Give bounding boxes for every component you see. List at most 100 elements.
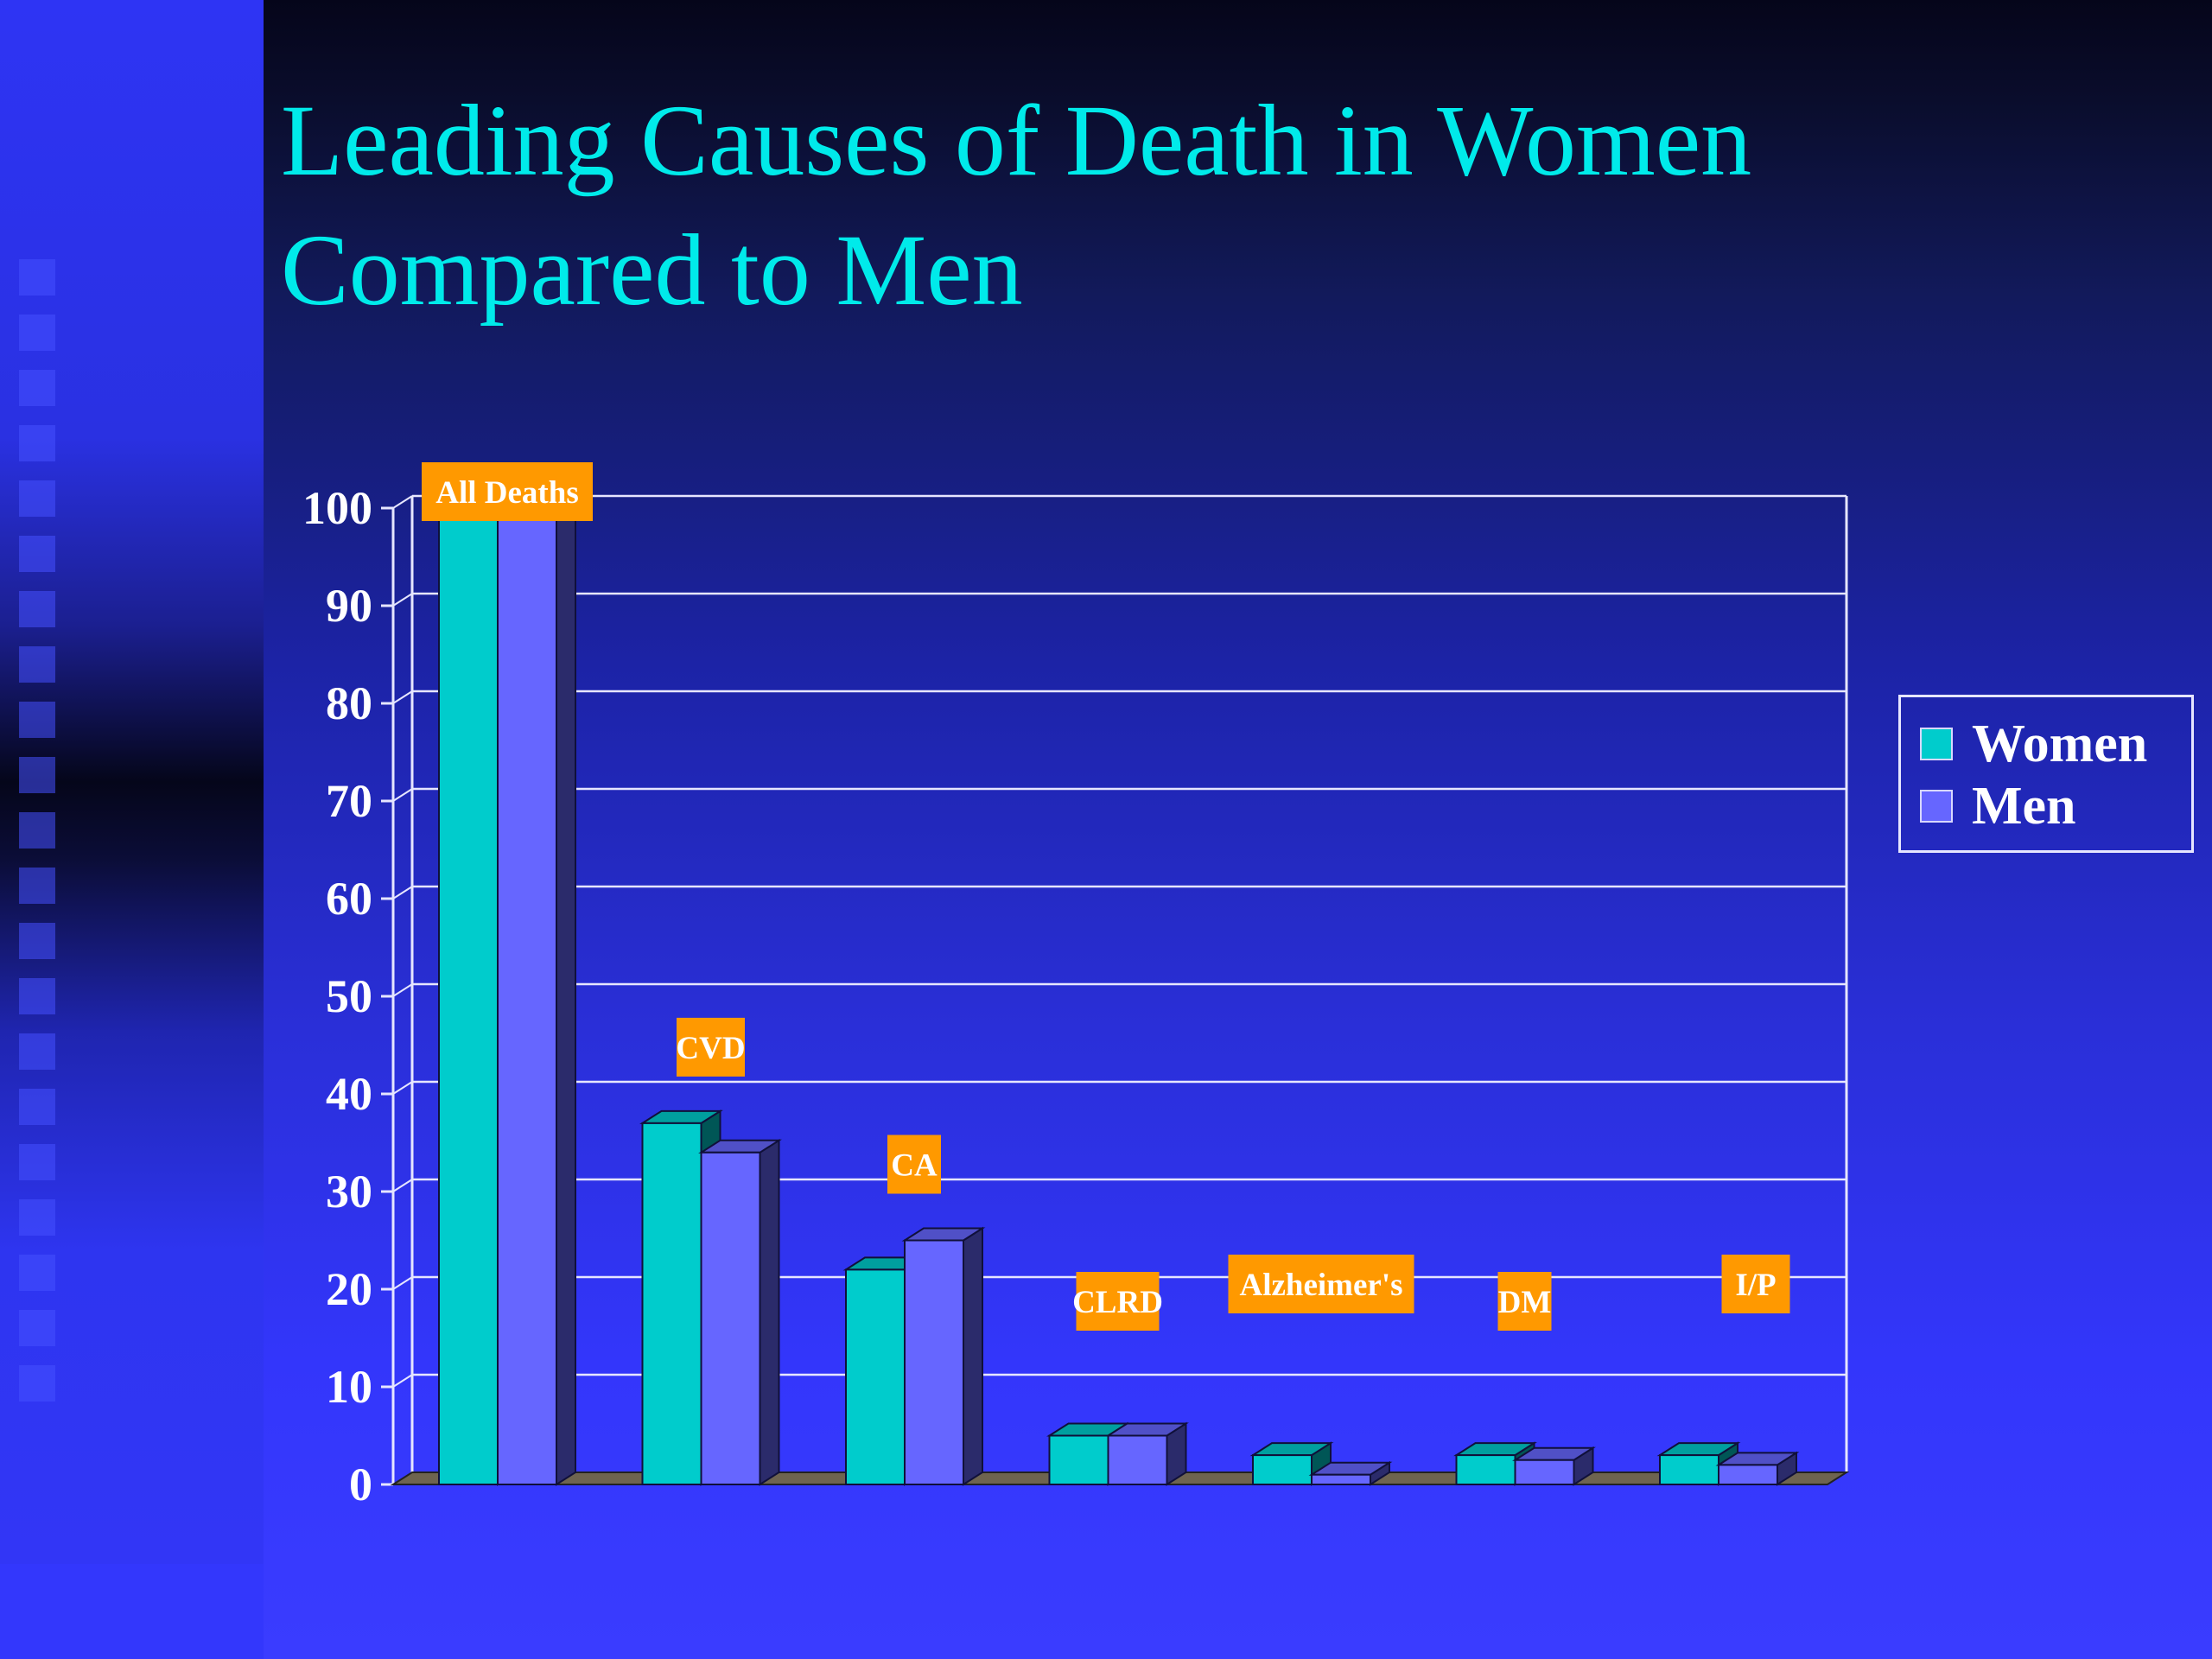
decorative-square [19,480,55,517]
decorative-square [19,536,55,572]
decorative-square [19,868,55,904]
y-tick-label: 50 [326,970,372,1022]
category-label-text: CA [891,1148,938,1184]
chart-bars [435,494,1800,1486]
bar-men-clrd [1105,1421,1189,1486]
category-label-clrd: CLRD [1072,1272,1163,1331]
category-label-all-deaths: All Deaths [422,462,593,521]
bar-men-i-p [1715,1451,1800,1486]
bar-front-face [438,507,499,1485]
y-tick-label: 90 [326,580,372,632]
gridline-side [392,1276,413,1290]
gridline-side [392,593,413,607]
bar-front-face [641,1122,702,1486]
category-label-box [1228,1255,1414,1313]
category-label-box [422,462,593,521]
legend-swatch-men [1920,790,1953,823]
bar-men-ca [901,1226,986,1486]
category-label-box [887,1135,941,1194]
legend-item-men: Men [1920,777,2076,836]
legend-label-men: Men [1972,777,2076,836]
legend-label-women: Women [1972,715,2148,773]
decorative-square [19,259,55,296]
decorative-square [19,425,55,461]
gridline-side [392,1081,413,1095]
gridline-side [392,788,413,802]
bar-side-face [963,1226,983,1486]
bar-front-face [1455,1454,1516,1485]
bar-men-dm [1512,1446,1596,1486]
category-label-text: DM [1498,1285,1552,1320]
y-tick-label: 60 [326,873,372,925]
bar-side-face [759,1138,780,1486]
bar-men-all-deaths [494,494,579,1486]
category-label-ca: CA [887,1135,941,1194]
category-label-box [1721,1255,1790,1313]
decorative-square [19,1310,55,1346]
bar-front-face [1718,1464,1778,1486]
bar-front-face [1252,1454,1313,1485]
category-label-box [677,1017,745,1077]
decorative-square [19,1033,55,1070]
y-tick-label: 100 [302,482,372,534]
chart-legend: Women Men [1898,695,2194,853]
decorative-square [19,1089,55,1125]
category-labels: All Deaths CVD CA CLRD Alzheimer's DM I/P [422,462,1790,1331]
bar-front-face [1048,1434,1109,1485]
y-axis: 0 10 20 30 40 50 60 70 80 90 100 [302,482,395,1510]
decorative-square [19,923,55,959]
bar-front-face [497,507,557,1485]
category-label-i-p: I/P [1721,1255,1790,1313]
category-label-box [1076,1272,1160,1331]
legend-item-women: Women [1920,715,2148,773]
bar-men-alzheimer-s [1308,1460,1393,1486]
bar-front-face [904,1239,964,1485]
bar-front-face [700,1151,761,1486]
bar-front-face [1107,1434,1168,1485]
decorative-square [19,978,55,1014]
gridline-side [392,1179,413,1192]
slide-title: Leading Causes of Death in Women Compare… [281,84,1752,327]
y-tick-label: 40 [326,1068,372,1120]
bar-front-face [1514,1459,1575,1485]
decorative-square [19,1365,55,1402]
bar-side-face [556,494,576,1486]
decorative-square [19,370,55,406]
category-label-text: CVD [676,1031,745,1066]
gridline-side [392,886,413,899]
y-tick-label: 70 [326,775,372,827]
category-label-text: CLRD [1072,1285,1163,1320]
category-label-cvd: CVD [676,1017,746,1077]
category-label-text: All Deaths [435,475,578,511]
y-tick-label: 10 [326,1361,372,1413]
decorative-square-column [19,259,57,1417]
y-tick-label: 0 [349,1459,372,1510]
gridline-side [392,690,413,704]
bar-front-face [1311,1473,1371,1485]
decorative-square [19,757,55,793]
bar-men-cvd [698,1138,782,1486]
decorative-square [19,812,55,849]
decorative-square [19,1144,55,1180]
decorative-square [19,1199,55,1236]
category-label-text: I/P [1735,1268,1776,1303]
decorative-square [19,1255,55,1291]
gridline-side [392,983,413,997]
decorative-square [19,646,55,683]
y-tick-label: 80 [326,677,372,729]
legend-swatch-women [1920,728,1953,760]
category-label-text: Alzheimer's [1239,1268,1402,1303]
decorative-square [19,591,55,627]
category-label-box [1497,1272,1552,1331]
gridline-side [392,1374,413,1388]
y-tick-label: 30 [326,1166,372,1217]
decorative-square [19,702,55,738]
bar-front-face [1659,1454,1719,1485]
category-label-dm: DM [1497,1272,1552,1331]
decorative-square [19,315,55,351]
y-tick-label: 20 [326,1263,372,1315]
slide-left-decoration-bottom [0,1564,264,1659]
bar-front-face [845,1268,906,1486]
gridline-side [392,495,413,509]
